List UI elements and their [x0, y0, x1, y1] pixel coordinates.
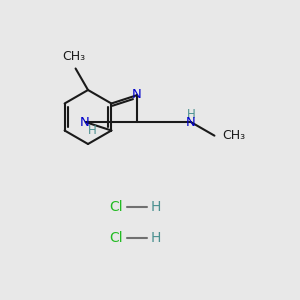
Text: CH₃: CH₃: [62, 50, 85, 64]
Text: H: H: [187, 108, 195, 121]
Text: Cl: Cl: [110, 231, 123, 245]
Text: Cl: Cl: [110, 200, 123, 214]
Text: N: N: [80, 116, 90, 129]
Text: H: H: [88, 124, 97, 137]
Text: H: H: [151, 231, 161, 245]
Text: CH₃: CH₃: [222, 129, 246, 142]
Text: N: N: [132, 88, 142, 101]
Text: N: N: [186, 116, 196, 129]
Text: H: H: [151, 200, 161, 214]
